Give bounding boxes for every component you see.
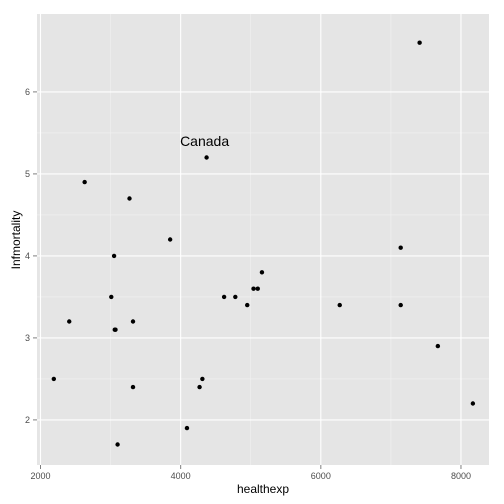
data-point [470,401,476,406]
data-point [398,302,403,308]
x-tick-label: 8000 [451,471,471,481]
data-points [51,40,476,447]
data-point [221,294,227,300]
data-point [67,319,72,324]
data-point [109,294,114,300]
x-tick-label: 6000 [311,471,331,481]
y-axis-title: Infmortality [9,211,23,270]
data-point [251,286,256,291]
x-tick-label: 4000 [171,471,191,481]
y-tick-label: 2 [25,415,30,425]
y-tick-label: 6 [25,87,30,97]
data-point [245,302,250,308]
data-point [197,384,202,390]
y-tick-label: 4 [25,251,30,261]
data-point [111,253,117,259]
data-point [255,286,260,291]
data-point [82,179,87,185]
data-point [130,384,136,390]
tick-labels: 2000 4000 6000 8000 2 3 4 5 6 [25,87,471,481]
plot-panel [37,14,489,465]
x-tick-label: 2000 [30,471,50,481]
data-point [204,155,209,160]
data-point [113,327,118,332]
data-point [417,40,422,45]
y-tick-label: 3 [25,333,30,343]
data-point [398,245,403,250]
data-point [435,343,441,349]
y-tick-label: 5 [25,169,30,179]
x-axis-title: healthexp [237,482,289,496]
axis-ticks [33,91,462,469]
data-point [127,196,132,201]
data-point [337,302,342,308]
data-point [51,376,57,382]
data-point [200,376,205,382]
annotation-label: Canada [180,133,229,149]
data-point [233,294,238,300]
data-point [115,442,120,447]
data-point [130,319,136,324]
data-point [184,425,190,431]
data-point [167,237,173,242]
data-point [259,270,265,275]
